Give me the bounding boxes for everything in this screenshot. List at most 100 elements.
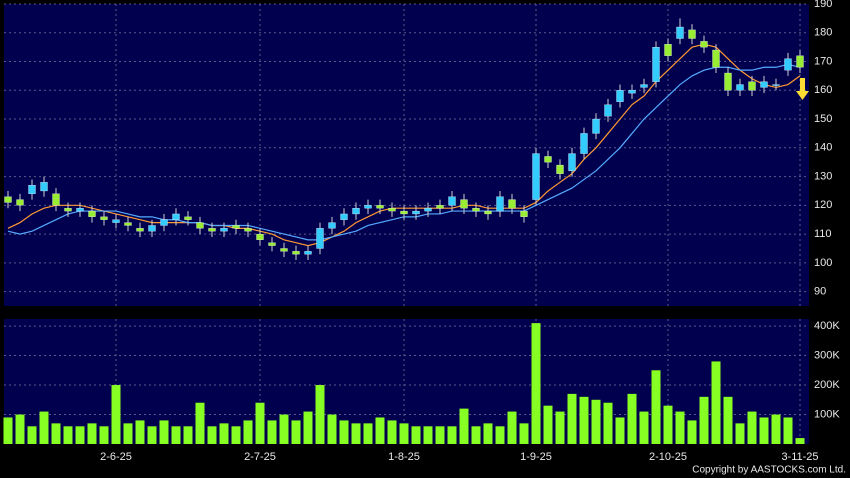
- candle-body: [28, 185, 36, 194]
- candle-body: [796, 55, 804, 68]
- y-tick-label: 140: [814, 142, 832, 154]
- candle-body: [628, 90, 636, 94]
- y-tick-label: 300K: [814, 349, 840, 361]
- candle-body: [340, 213, 348, 220]
- candle-body: [532, 153, 540, 200]
- candle-body: [328, 222, 336, 229]
- volume-bar: [411, 426, 421, 444]
- candle-body: [100, 216, 108, 220]
- y-tick-label: 130: [814, 170, 832, 182]
- candle-body: [64, 208, 72, 212]
- volume-bar: [423, 426, 433, 444]
- candle-body: [484, 210, 492, 215]
- volume-bar: [135, 420, 145, 444]
- candle-body: [616, 90, 624, 102]
- y-tick-label: 400K: [814, 320, 840, 332]
- volume-bar: [567, 393, 577, 444]
- volume-bar: [531, 323, 541, 444]
- volume-bar: [639, 411, 649, 444]
- volume-bar: [183, 426, 193, 444]
- volume-bar: [435, 426, 445, 444]
- candle-body: [88, 210, 96, 217]
- volume-bar: [627, 393, 637, 444]
- volume-bar: [243, 420, 253, 444]
- candle-body: [388, 208, 396, 212]
- candle-body: [184, 216, 192, 220]
- volume-bar: [195, 402, 205, 444]
- candle-body: [496, 196, 504, 212]
- candle-body: [448, 196, 456, 206]
- candle-body: [400, 210, 408, 215]
- candle-body: [244, 228, 252, 232]
- volume-bar: [255, 402, 265, 444]
- y-tick-label: 150: [814, 113, 832, 125]
- volume-bar: [171, 426, 181, 444]
- candle-body: [412, 210, 420, 215]
- y-tick-label: 160: [814, 84, 832, 96]
- candle-body: [112, 219, 120, 223]
- candle-body: [148, 225, 156, 232]
- volume-bar: [351, 423, 361, 444]
- volume-bar: [75, 426, 85, 444]
- candle-body: [688, 29, 696, 39]
- candle-body: [352, 208, 360, 215]
- x-tick-label: 2-6-25: [100, 451, 132, 463]
- volume-bar: [111, 385, 121, 444]
- candle-body: [784, 58, 792, 71]
- volume-bar: [711, 361, 721, 444]
- candle-body: [208, 228, 216, 232]
- x-tick-label: 1-8-25: [388, 451, 420, 463]
- candle-body: [736, 84, 744, 91]
- volume-bar: [783, 417, 793, 444]
- x-tick-label: 3-11-25: [781, 451, 818, 463]
- volume-bar: [147, 426, 157, 444]
- volume-bar: [723, 396, 733, 444]
- candle-body: [592, 118, 600, 134]
- credit: Copyright by AASTOCKS.com Ltd.: [692, 465, 846, 476]
- volume-bar: [219, 423, 229, 444]
- candle-body: [604, 104, 612, 117]
- volume-bar: [363, 423, 373, 444]
- candle-body: [556, 164, 564, 174]
- candle-body: [364, 205, 372, 209]
- volume-bar: [3, 417, 13, 444]
- volume-bar: [51, 423, 61, 444]
- candle-body: [16, 199, 24, 206]
- y-tick-label: 100K: [814, 408, 840, 420]
- volume-bar: [483, 423, 493, 444]
- volume-bar: [735, 423, 745, 444]
- candle-body: [472, 208, 480, 212]
- candle-body: [196, 222, 204, 229]
- volume-bar: [675, 411, 685, 444]
- candle-body: [508, 199, 516, 209]
- candle-body: [76, 208, 84, 212]
- x-tick-label: 2-10-25: [649, 451, 687, 463]
- volume-bar: [615, 417, 625, 444]
- volume-bar: [279, 414, 289, 444]
- volume-bar: [375, 417, 385, 444]
- candle-body: [304, 251, 312, 255]
- mark-layer: [3, 18, 805, 444]
- candle-body: [748, 81, 756, 91]
- volume-bar: [267, 420, 277, 444]
- volume-bar: [651, 370, 661, 444]
- candle-body: [172, 213, 180, 220]
- volume-bar: [519, 423, 529, 444]
- volume-bar: [87, 423, 97, 444]
- volume-bar: [123, 423, 133, 444]
- volume-bar: [303, 411, 313, 444]
- volume-bar: [291, 420, 301, 444]
- y-tick-label: 170: [814, 55, 832, 67]
- candle-body: [280, 248, 288, 252]
- volume-bar: [207, 426, 217, 444]
- volume-bar: [747, 411, 757, 444]
- volume-bar: [231, 426, 241, 444]
- volume-bar: [663, 405, 673, 444]
- volume-bar: [387, 420, 397, 444]
- volume-bar: [339, 420, 349, 444]
- y-tick-label: 100: [814, 257, 832, 269]
- candle-body: [772, 84, 780, 86]
- volume-bar: [555, 411, 565, 444]
